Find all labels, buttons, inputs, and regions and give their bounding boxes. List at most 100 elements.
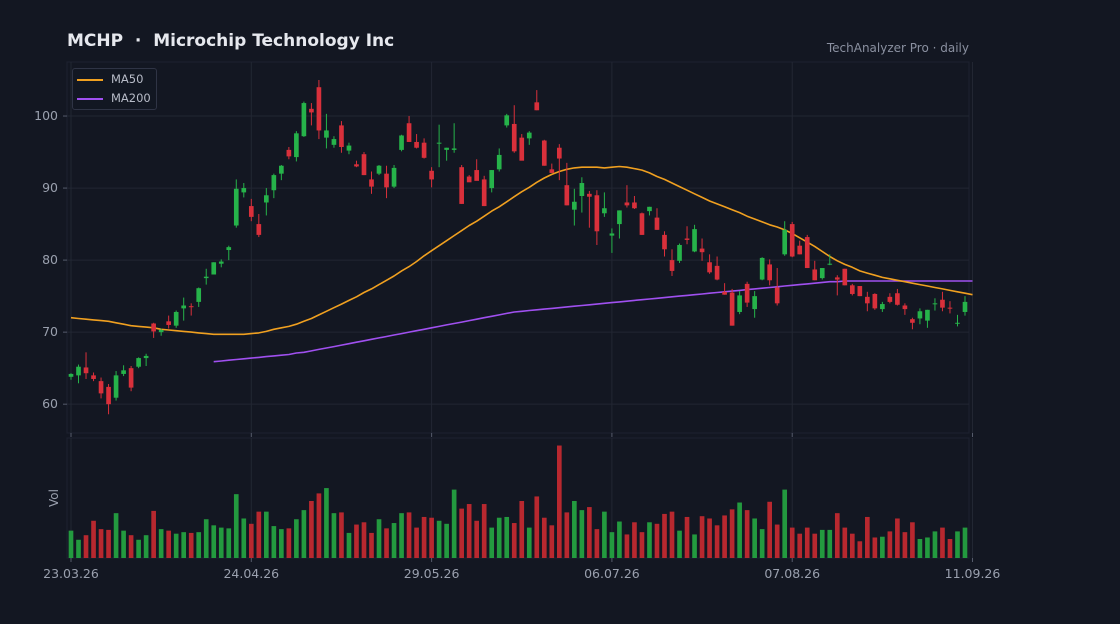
candle-body — [226, 247, 232, 251]
volume-bar — [173, 533, 179, 558]
candle-body — [91, 375, 96, 379]
candle-body — [534, 102, 540, 111]
volume-bar — [451, 489, 457, 558]
volume-bar — [714, 525, 720, 558]
volume-bar — [564, 512, 570, 558]
volume-bar — [211, 525, 217, 558]
volume-bar — [684, 516, 690, 558]
volume-bar — [339, 512, 344, 558]
volume-bar — [188, 532, 194, 558]
candle-body — [639, 213, 645, 235]
x-tick-label: 29.05.26 — [404, 566, 460, 581]
candle-body — [526, 132, 532, 139]
volume-bar — [925, 537, 930, 558]
candle-body — [910, 319, 915, 323]
candle-body — [834, 277, 840, 280]
candle-body — [233, 188, 239, 226]
candle-body — [752, 296, 757, 310]
volume-bar — [526, 527, 532, 558]
candle-body — [241, 188, 247, 193]
candle-body — [98, 381, 104, 394]
volume-bar — [218, 527, 224, 558]
y-tick-label: 80 — [42, 252, 58, 267]
candle-body — [136, 358, 141, 367]
candle-body — [677, 244, 682, 261]
candle-body — [294, 133, 299, 158]
candle-body — [346, 145, 352, 151]
ma50-line — [70, 165, 973, 336]
candle-body — [932, 303, 938, 305]
candle-body — [504, 115, 510, 126]
volume-bar — [849, 533, 855, 558]
volume-bar — [128, 535, 134, 558]
candle-body — [827, 263, 833, 265]
volume-bar — [504, 516, 510, 558]
candle-body — [669, 260, 675, 271]
volume-bar — [309, 501, 314, 558]
ma50-swatch — [77, 79, 103, 81]
volume-bar — [752, 518, 757, 558]
candle-body — [481, 179, 487, 207]
candle-body — [414, 141, 419, 148]
volume-bar — [279, 529, 284, 558]
volume-bar — [354, 524, 359, 558]
candle-body — [376, 165, 382, 174]
candle-body — [744, 283, 750, 303]
volume-bar — [429, 517, 434, 558]
volume-bar — [692, 534, 697, 558]
candle-body — [609, 233, 615, 236]
volume-bar — [834, 513, 840, 558]
candle-body — [399, 135, 404, 150]
candle-body — [842, 268, 848, 286]
candle-body — [286, 149, 292, 157]
volume-bar — [767, 501, 773, 558]
candle-body — [880, 304, 885, 310]
candle-body — [76, 366, 81, 376]
volume-bar — [369, 532, 374, 558]
volume-bar — [556, 445, 562, 558]
volume-bar — [639, 532, 645, 558]
volume-bar — [399, 513, 404, 558]
volume-bar — [729, 509, 735, 558]
chart-legend: MA50 MA200 — [72, 68, 157, 110]
candle-body — [594, 195, 600, 232]
candle-body — [143, 355, 149, 359]
volume-bar — [181, 532, 187, 558]
candle-body — [767, 264, 773, 281]
volume-bar — [143, 535, 149, 558]
volume-bar — [669, 511, 675, 558]
candle-body — [902, 305, 908, 310]
candle-body — [917, 311, 923, 319]
candle-body — [331, 139, 337, 145]
volume-bar — [895, 518, 900, 558]
candle-body — [692, 229, 697, 252]
candle-body — [556, 147, 562, 159]
volume-bar — [549, 525, 555, 558]
candle-body — [309, 108, 314, 113]
volume-bar — [76, 539, 81, 558]
candle-body — [436, 142, 442, 144]
candle-body — [865, 296, 870, 304]
candle-body — [451, 148, 457, 150]
candle-body — [128, 368, 134, 388]
candle-body — [271, 175, 277, 191]
candle-body — [541, 140, 547, 166]
volume-bar — [880, 536, 885, 558]
candle-body — [925, 309, 930, 321]
volume-bar — [632, 522, 637, 558]
volume-bar — [647, 522, 652, 558]
volume-bar — [444, 523, 449, 558]
candle-body — [263, 195, 269, 203]
volume-bar — [376, 519, 382, 558]
candle-body — [218, 261, 224, 264]
volume-bar — [68, 530, 74, 558]
y-tick-label: 60 — [42, 396, 58, 411]
volume-bar — [812, 533, 818, 558]
candle-body — [617, 210, 622, 225]
candle-body — [83, 367, 89, 374]
candle-body — [819, 268, 825, 279]
candle-body — [511, 123, 517, 152]
candle-body — [654, 217, 660, 230]
candle-body — [121, 370, 126, 374]
